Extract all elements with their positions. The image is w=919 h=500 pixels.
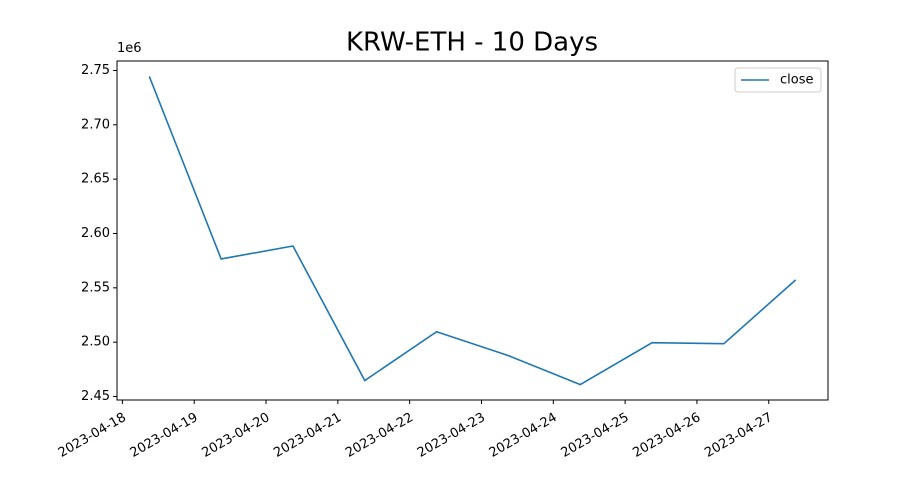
y-tick-label: 2.50: [81, 335, 110, 350]
y-tick-label: 2.75: [81, 63, 110, 78]
y-tick-label: 2.60: [81, 226, 110, 241]
y-tick-label: 2.55: [81, 280, 110, 295]
legend-label: close: [780, 73, 813, 88]
y-tick-label: 2.65: [81, 172, 110, 187]
plot-frame: [116, 60, 829, 401]
y-offset-label: 1e6: [117, 41, 142, 56]
data-line: [148, 76, 797, 386]
y-tick-label: 2.45: [81, 389, 110, 404]
chart-title: KRW-ETH - 10 Days: [346, 28, 598, 58]
y-tick-label: 2.70: [81, 117, 110, 132]
legend-box: [734, 67, 822, 93]
